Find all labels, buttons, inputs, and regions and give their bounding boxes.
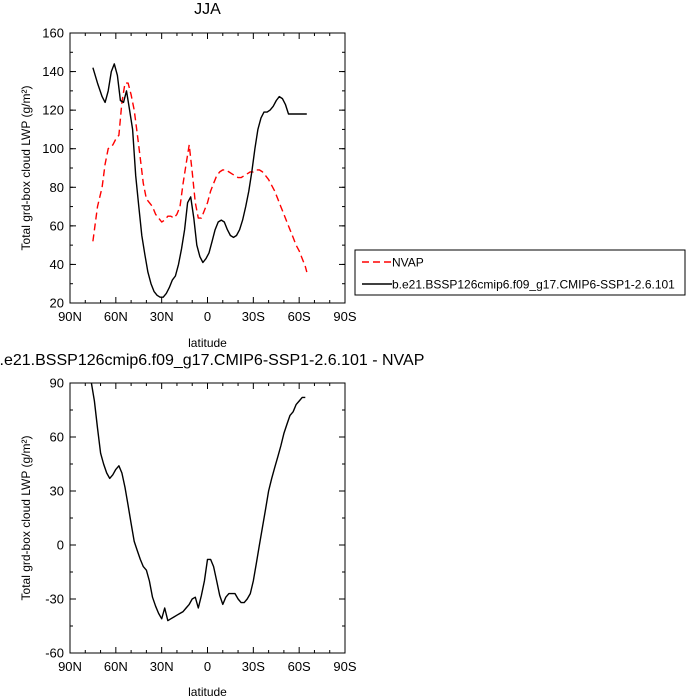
series-line-nvap [92,82,308,273]
y-tick-label: 140 [42,64,64,79]
legend-box [354,249,686,296]
y-tick-label: 90 [50,376,64,391]
y-axis-label: Total grd-box cloud LWP (g/m²) [19,86,33,251]
x-axis-label: latitude [188,336,227,350]
top-panel-jja: JJA 20 40 60 80 100 120 140 160 90N 60N 30N 0 30S 60S 9… [19,1,357,350]
chart-title: JJA [194,1,221,18]
x-tick-label: 60N [104,659,128,674]
x-tick-label: 90S [333,309,356,324]
y-tick-label: 60 [50,218,64,233]
x-tick-label: 90N [58,659,82,674]
x-tick-label: 60S [288,659,311,674]
legend: NVAP b.e21.BSSP126cmip6.f09_g17.CMIP6-SSP… [354,249,686,296]
y-tick-label: 100 [42,141,64,156]
chart-title: b.e21.BSSP126cmip6.f09_g17.CMIP6-SSP1-2.… [0,352,424,369]
y-tick-label: 0 [57,538,64,553]
x-tick-label: 60S [288,309,311,324]
y-tick-label: -60 [45,646,64,661]
y-tick-label: 60 [50,430,64,445]
y-tick-label: -30 [45,592,64,607]
x-tick-label: 0 [204,309,211,324]
x-tick-label: 60N [104,309,128,324]
y-tick-label: 40 [50,257,64,272]
x-tick-label: 30S [242,309,265,324]
bottom-panel-difference: b.e21.BSSP126cmip6.f09_g17.CMIP6-SSP1-2.… [0,352,424,699]
legend-label-0: NVAP [392,256,424,270]
legend-label-1: b.e21.BSSP126cmip6.f09_g17.CMIP6-SSP1-2.… [392,278,675,292]
x-axis-label: latitude [188,685,227,699]
x-tick-label: 30N [150,309,174,324]
series-line-1-0 [90,382,306,622]
y-tick-label: 120 [42,103,64,118]
x-tick-label: 0 [204,659,211,674]
y-axis-label: Total grd-box cloud LWP (g/m²) [19,436,33,601]
y-tick-label: 160 [42,26,64,41]
x-tick-label: 90N [58,309,82,324]
y-tick-label: 20 [50,296,64,311]
x-tick-label: 30N [150,659,174,674]
x-tick-label: 90S [333,659,356,674]
plot-frame [69,382,346,654]
y-tick-label: 80 [50,180,64,195]
series-line-b-e21-bssp126cmip6-f09-g17-cmip6-ssp1-2-6-101 [92,63,307,298]
y-tick-label: 30 [50,484,64,499]
x-tick-label: 30S [242,659,265,674]
